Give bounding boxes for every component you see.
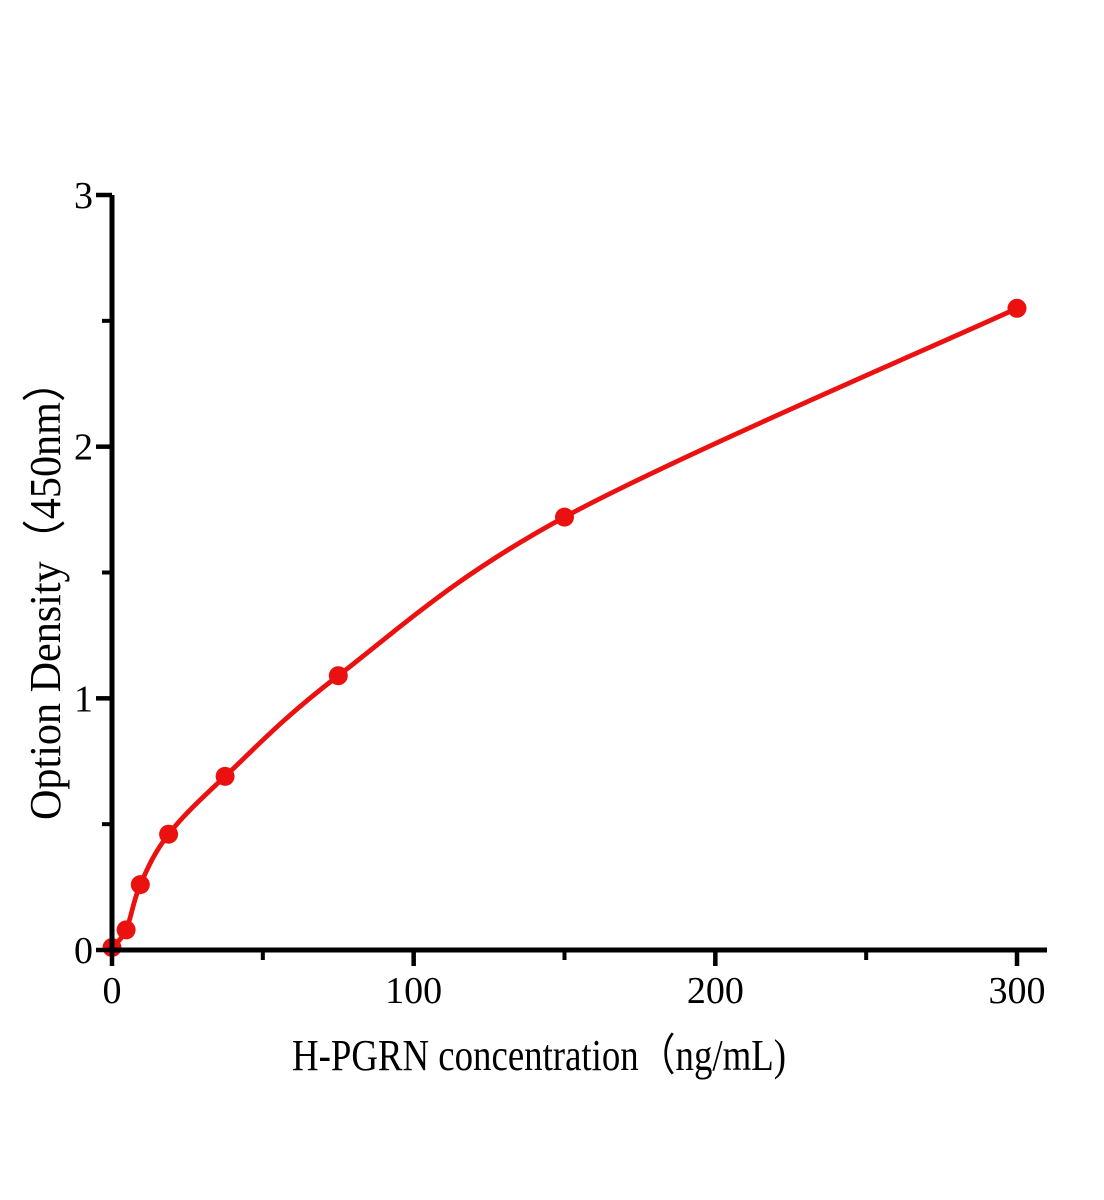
x-axis-title: H-PGRN concentration（ng/mL) [292,1031,786,1080]
y-tick-label: 0 [74,930,93,972]
y-axis-ticks [96,192,112,953]
data-point [555,507,574,527]
x-axis-tick-labels: 0 100 200 300 [103,970,1046,1012]
y-tick-label: 1 [74,678,93,720]
standard-curve-line-layer [109,305,1020,950]
x-tick-label: 200 [687,970,744,1012]
x-tick-label: 0 [103,970,122,1012]
y-tick-label: 3 [74,175,93,217]
standard-curve-line [109,305,1020,950]
axes-layer [109,195,1047,953]
y-axis-tick-labels: 0 1 2 3 [74,175,93,972]
data-point [159,824,179,844]
axes [109,195,1047,953]
x-tick-label: 300 [989,970,1046,1012]
y-tick-label: 2 [74,427,93,469]
x-axis-ticks [109,950,1020,966]
data-point [130,875,150,895]
data-point [116,920,136,940]
data-points-layer [102,298,1027,957]
y-axis-title: Option Density（450nm） [21,360,70,820]
data-point [328,666,348,686]
data-point [1007,298,1027,318]
data-point [215,766,235,786]
x-tick-label: 100 [385,970,442,1012]
